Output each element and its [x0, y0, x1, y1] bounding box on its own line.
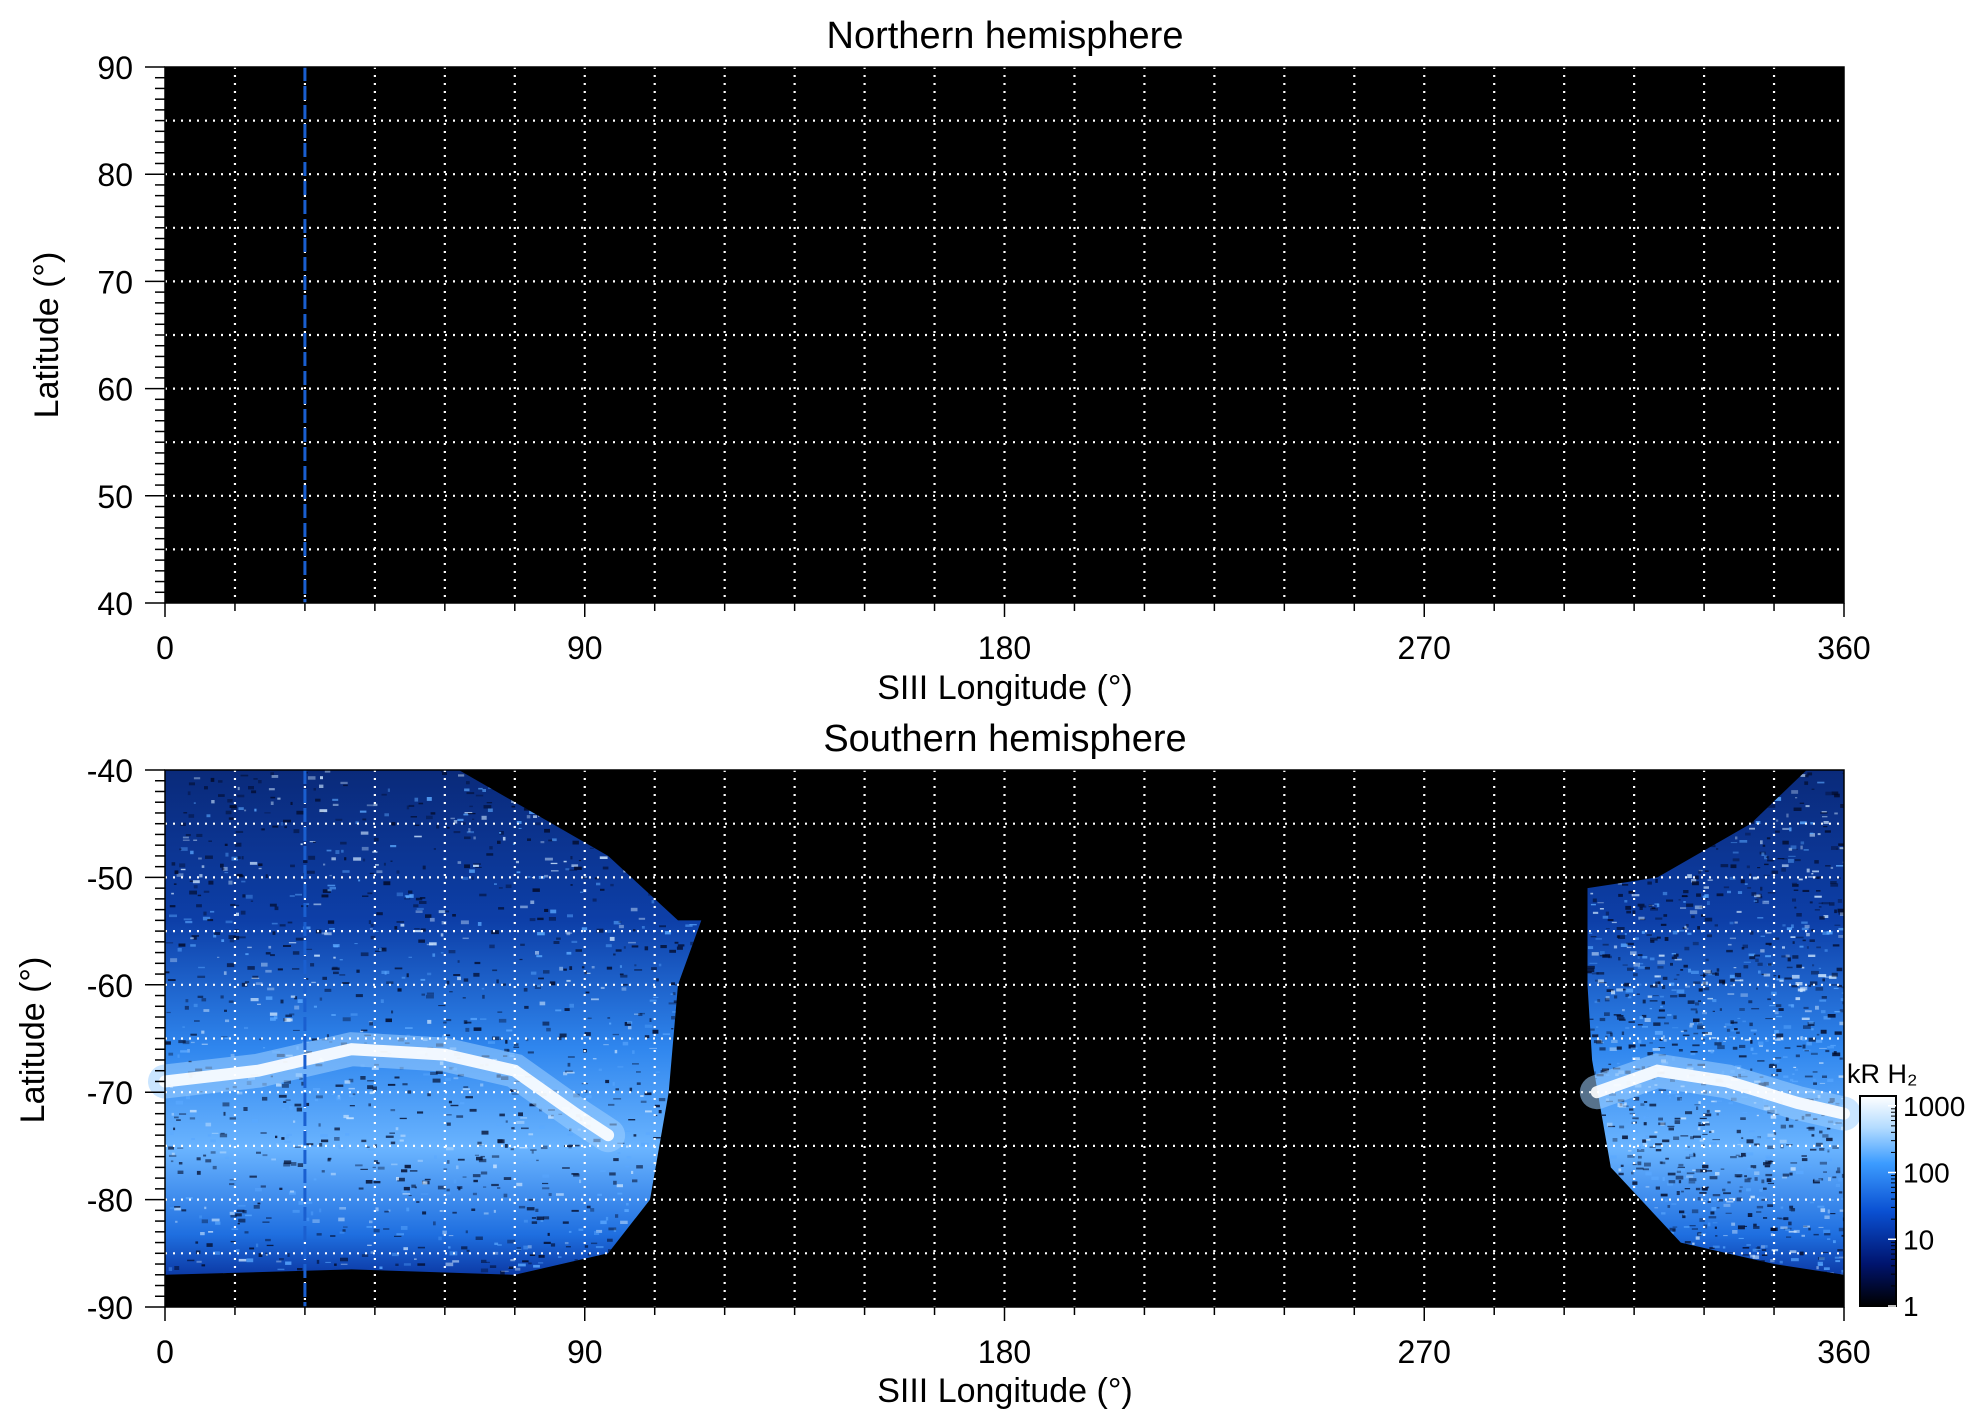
y-tick-label: 50 [97, 479, 133, 515]
y-tick-label: 80 [97, 157, 133, 193]
auroral-oval-core [159, 1043, 615, 1142]
southern-panel-title: Southern hemisphere [823, 718, 1186, 760]
colorbar-gradient [1859, 1095, 1897, 1307]
northern-x-tick-labels: 0 90 180 270 360 [156, 630, 1871, 666]
y-tick-label: -80 [87, 1183, 133, 1219]
southern-emission [165, 770, 1844, 1275]
northern-grid [165, 67, 1844, 603]
y-tick-label: -50 [87, 860, 133, 896]
colorbar-tick-label: 1000 [1903, 1091, 1965, 1122]
colorbar-tick-label: 10 [1903, 1224, 1934, 1255]
southern-x-tick-labels: 0 90 180 270 360 [156, 1334, 1871, 1370]
y-tick-label: 70 [97, 264, 133, 300]
y-tick-label: 60 [97, 372, 133, 408]
northern-y-tick-labels: 40 50 60 70 80 90 [97, 50, 133, 622]
northern-x-axis-label: SIII Longitude (°) [877, 669, 1133, 707]
x-tick-label: 360 [1817, 630, 1870, 666]
emission-region-right [1587, 770, 1844, 1275]
northern-hemisphere-panel: Northern hemisphere 40 50 60 70 80 90 0 90 180 2… [28, 15, 1871, 707]
southern-y-axis-label: Latitude (°) [14, 957, 52, 1124]
southern-auroral-oval [148, 1032, 1861, 1153]
x-tick-label: 270 [1398, 1334, 1451, 1370]
y-tick-label: -40 [87, 753, 133, 789]
southern-y-tick-labels: -90 -80 -70 -60 -50 -40 [87, 753, 133, 1326]
colorbar-label: kR H₂ [1847, 1059, 1917, 1089]
x-tick-label: 90 [567, 1334, 603, 1370]
southern-hemisphere-panel: Southern hemisphere -90 -80 -70 -60 -50 -40 0… [14, 718, 1871, 1410]
colorbar: kR H₂ 1 10 100 1000 [1847, 1059, 1965, 1322]
x-tick-label: 180 [978, 1334, 1031, 1370]
southern-x-axis-label: SIII Longitude (°) [877, 1372, 1133, 1410]
x-tick-label: 90 [567, 630, 603, 666]
colorbar-tick-label: 100 [1903, 1158, 1950, 1189]
northern-panel-title: Northern hemisphere [827, 15, 1184, 57]
southern-grid [165, 770, 1844, 1307]
x-tick-label: 180 [978, 630, 1031, 666]
southern-axes [145, 769, 1845, 1321]
x-tick-label: 270 [1398, 630, 1451, 666]
x-tick-label: 0 [156, 1334, 174, 1370]
y-tick-label: 90 [97, 50, 133, 86]
y-tick-label: 40 [97, 586, 133, 622]
y-tick-label: -60 [87, 968, 133, 1004]
y-tick-label: -70 [87, 1075, 133, 1111]
emission-region-left [165, 770, 702, 1275]
colorbar-ticks: 1 10 100 1000 [1888, 1091, 1965, 1322]
colorbar-tick-label: 1 [1903, 1291, 1919, 1322]
northern-axes [145, 66, 1845, 617]
x-tick-label: 360 [1817, 1334, 1870, 1370]
auroral-oval-core [1590, 1064, 1850, 1120]
x-tick-label: 0 [156, 630, 174, 666]
northern-y-axis-label: Latitude (°) [28, 252, 66, 419]
y-tick-label: -90 [87, 1290, 133, 1326]
